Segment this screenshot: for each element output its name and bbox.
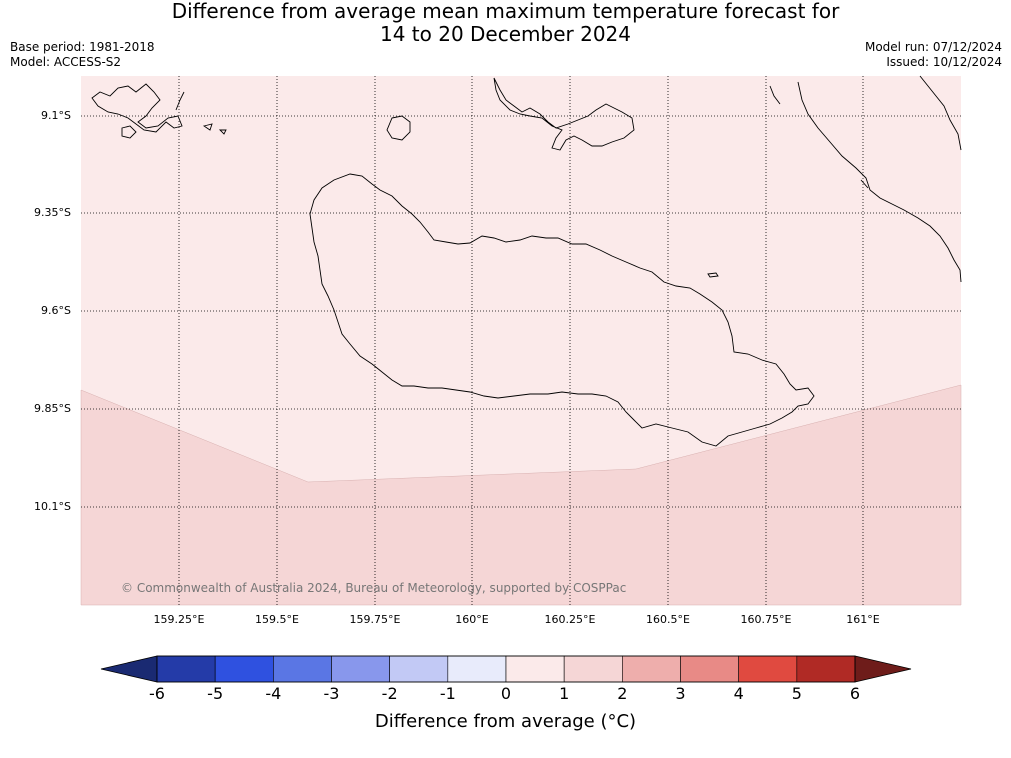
colorbar-tick-label: -1 — [439, 684, 456, 703]
lon-label-160-5: 160.5°E — [646, 613, 690, 626]
gridlines — [81, 76, 961, 605]
zone-1-2 — [80, 384, 962, 606]
coastline-northwest-islands — [91, 83, 227, 139]
lon-label-160: 160°E — [455, 613, 489, 626]
title-line-1: Difference from average mean maximum tem… — [171, 0, 840, 23]
colorbar-outline — [156, 655, 856, 683]
colorbar-cells — [156, 655, 856, 683]
colorbar-cell — [738, 655, 798, 683]
base-period-text: Base period: 1981-2018 — [10, 40, 155, 54]
colorbar-tick-label: 6 — [849, 684, 861, 703]
lon-label-159-75: 159.75°E — [349, 613, 401, 626]
coastline-round-island — [386, 115, 411, 141]
colorbar-tick-label: -6 — [149, 684, 165, 703]
colorbar-tick-label: -5 — [207, 684, 224, 703]
coastline-guadalcanal — [309, 173, 815, 447]
lat-label-9-85: 9.85°S — [34, 402, 71, 415]
colorbar-tick-label: -4 — [265, 684, 282, 703]
colorbar-tick-label: 5 — [791, 684, 802, 703]
colorbar-tick-label: 4 — [733, 684, 744, 703]
colorbar-cell — [563, 655, 623, 683]
lat-label-10-1: 10.1°S — [34, 500, 71, 513]
title-line-2: 14 to 20 December 2024 — [379, 22, 631, 46]
colorbar-cell — [273, 655, 332, 683]
lon-label-161: 161°E — [846, 613, 880, 626]
lon-label-160-75: 160.75°E — [740, 613, 792, 626]
lon-label-160-25: 160.25°E — [544, 613, 596, 626]
lon-label-159-5: 159.5°E — [255, 613, 299, 626]
coastlines — [91, 75, 962, 447]
colorbar-under-arrow — [100, 655, 158, 683]
colorbar-tick-label: -3 — [323, 684, 340, 703]
colorbar-cell — [796, 655, 856, 683]
colorbar-cell — [447, 655, 507, 683]
meta-left: Base period: 1981-2018 Model: ACCESS-S2 — [10, 40, 155, 70]
colorbar-tick-label: 3 — [675, 684, 686, 703]
colorbar-title: Difference from average (°C) — [374, 711, 637, 732]
colorbar-tick-label: -2 — [381, 684, 398, 703]
colorbar — [100, 655, 912, 683]
colorbar-cell — [331, 655, 390, 683]
colorbar-cell — [505, 655, 565, 683]
chart-title: Difference from average mean maximum tem… — [0, 0, 1011, 46]
model-text: Model: ACCESS-S2 — [10, 55, 122, 69]
colorbar-tick-label: 2 — [617, 684, 628, 703]
issued-text: Issued: 10/12/2024 — [886, 55, 1002, 69]
colorbar-cell — [389, 655, 449, 683]
colorbar-over-arrow — [854, 655, 912, 683]
colorbar-cell — [214, 655, 274, 683]
colorbar-tick-label: 1 — [559, 684, 570, 703]
lat-label-9-6: 9.6°S — [41, 304, 71, 317]
lon-label-159-25: 159.25°E — [153, 613, 205, 626]
model-run-text: Model run: 07/12/2024 — [864, 40, 1002, 54]
colorbar-cell — [622, 655, 681, 683]
copyright-text: © Commonwealth of Australia 2024, Bureau… — [121, 581, 627, 595]
colorbar-cell — [680, 655, 739, 683]
colorbar-tick-label: 0 — [500, 684, 512, 703]
coastline-small-island — [707, 272, 719, 278]
meta-right: Model run: 07/12/2024 Issued: 10/12/2024 — [865, 40, 1002, 70]
coastline-malaita — [769, 75, 962, 283]
colorbar-cell — [156, 655, 216, 683]
lat-label-9-1: 9.1°S — [41, 109, 71, 122]
lat-label-9-35: 9.35°S — [34, 206, 71, 219]
coastline-florida-islands — [493, 77, 635, 151]
